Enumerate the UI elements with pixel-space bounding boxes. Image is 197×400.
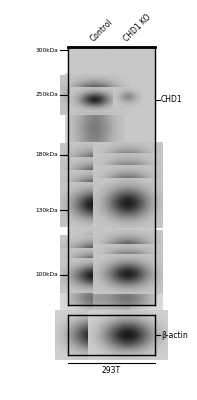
Text: 300kDa: 300kDa — [35, 48, 58, 52]
Bar — [68, 47, 155, 305]
Text: β-actin: β-actin — [161, 330, 188, 340]
Bar — [68, 315, 155, 355]
Text: Control: Control — [89, 17, 115, 43]
Text: CHD1 KO: CHD1 KO — [122, 12, 152, 43]
Text: CHD1: CHD1 — [161, 96, 183, 104]
Text: 293T: 293T — [102, 366, 121, 375]
Text: 250kDa: 250kDa — [35, 92, 58, 98]
Text: 100kDa: 100kDa — [35, 272, 58, 278]
Text: 180kDa: 180kDa — [35, 152, 58, 158]
Text: 130kDa: 130kDa — [35, 208, 58, 212]
